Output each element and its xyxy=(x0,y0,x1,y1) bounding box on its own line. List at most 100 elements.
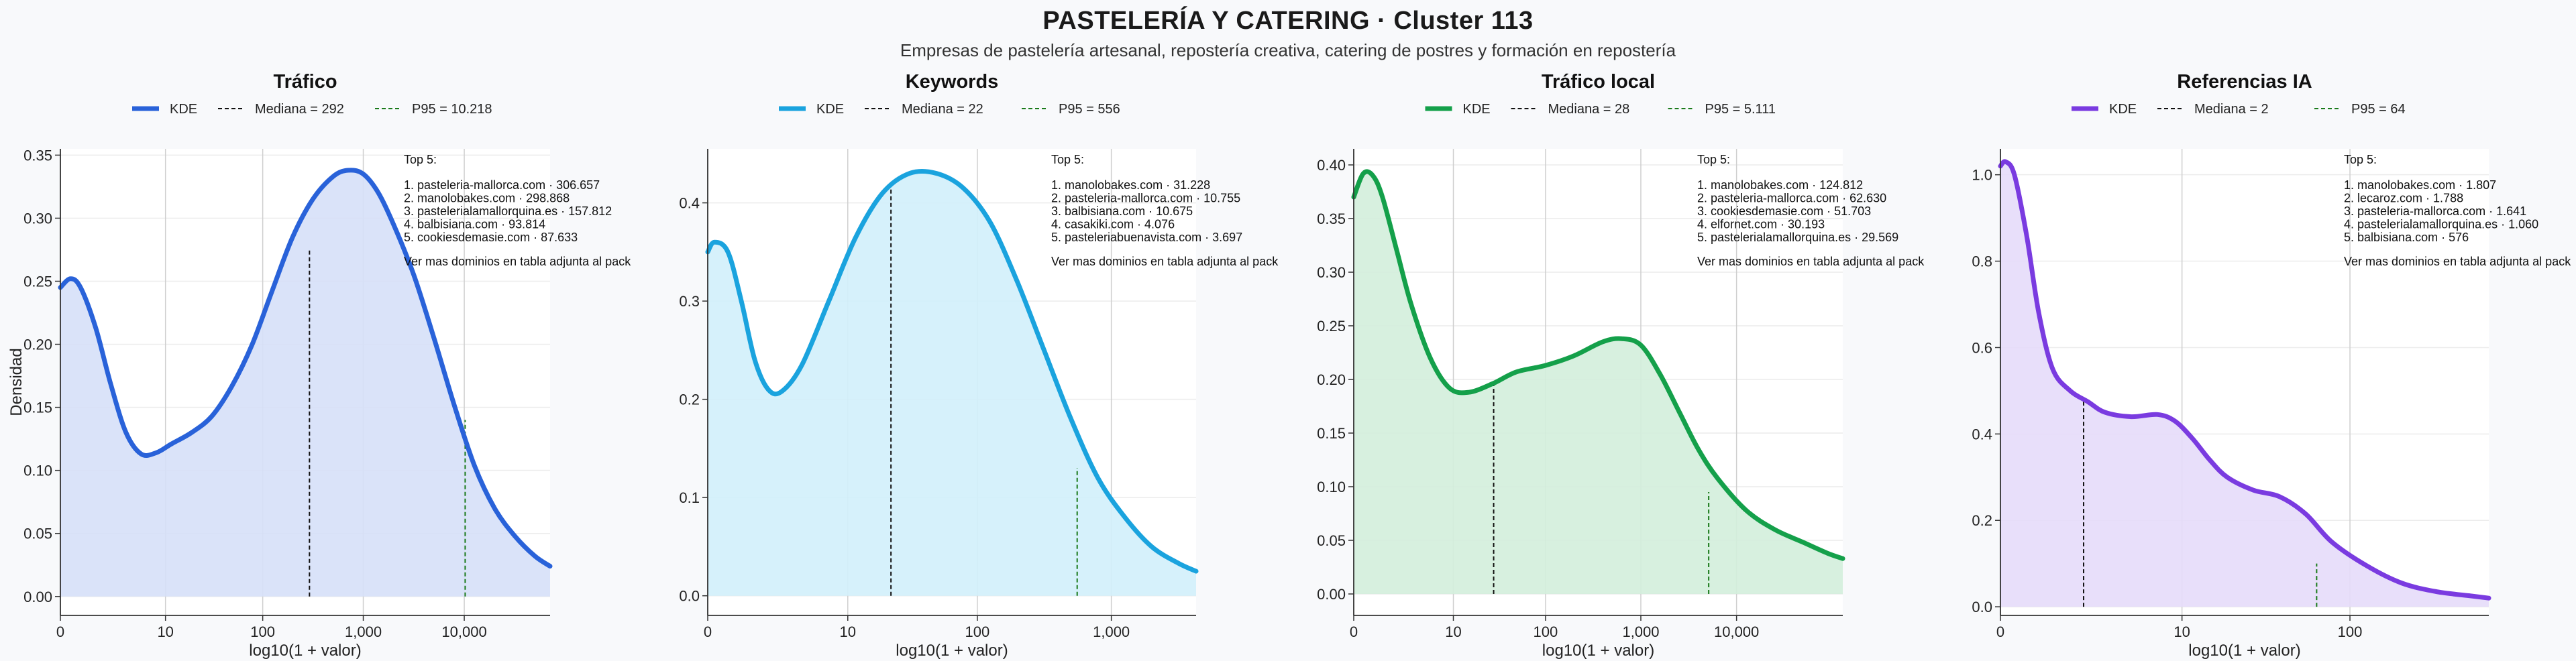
legend-kde-label: KDE xyxy=(170,102,197,117)
legend-p95-label: P95 = 64 xyxy=(2351,102,2406,117)
y-tick-label: 0.05 xyxy=(1317,532,1346,549)
annotation-line: 5. pastelerialamallorquina.es · 29.569 xyxy=(1697,231,1898,244)
y-tick-label: 0.25 xyxy=(1317,318,1346,335)
legend-median-label: Mediana = 292 xyxy=(255,102,344,117)
x-tick-label: 1,000 xyxy=(345,623,382,640)
x-tick-label: 10,000 xyxy=(441,623,486,640)
annotation-footer: Ver mas dominios en tabla adjunta al pac… xyxy=(2344,255,2571,268)
y-tick-label: 0.6 xyxy=(1972,339,1992,356)
y-tick-label: 0.8 xyxy=(1972,253,1992,270)
annotation-footer: Ver mas dominios en tabla adjunta al pac… xyxy=(404,255,631,268)
x-tick-label: 1,000 xyxy=(1622,623,1659,640)
y-tick-label: 0.3 xyxy=(679,293,700,310)
annotation-line: 3. balbisiana.com · 10.675 xyxy=(1051,204,1193,218)
kde-line xyxy=(1351,169,1845,561)
annotation-line: 1. manolobakes.com · 31.228 xyxy=(1051,178,1210,192)
y-tick-label: 0.30 xyxy=(23,210,52,227)
annotation-line: 4. casakiki.com · 4.076 xyxy=(1051,218,1175,231)
y-tick-label: 0.00 xyxy=(23,589,52,605)
y-tick-label: 0.10 xyxy=(23,463,52,479)
kde-area xyxy=(708,171,1196,596)
x-tick-label: 0 xyxy=(704,623,712,640)
annotation-line: 5. cookiesdemasie.com · 87.633 xyxy=(404,231,578,244)
chart-title: Tráfico xyxy=(273,71,337,93)
y-tick-label: 0.2 xyxy=(679,392,700,408)
legend-median-label: Mediana = 28 xyxy=(1548,102,1630,117)
x-tick-label: 10 xyxy=(1445,623,1461,640)
chart-panel-1: 0.00 0.05 0.10 0.15 0.20 0.25 0.30 0.35 0 10 100 1,… xyxy=(7,71,631,660)
kde-line xyxy=(1998,159,2491,601)
chart-title: Tráfico local xyxy=(1542,71,1655,93)
x-axis-label: log10(1 + valor) xyxy=(896,642,1008,660)
annotation-line: 2. manolobakes.com · 298.868 xyxy=(404,192,570,205)
x-tick-label: 100 xyxy=(250,623,275,640)
page-title: PASTELERÍA Y CATERING · Cluster 113 xyxy=(1042,7,1534,35)
y-tick-label: 0.05 xyxy=(23,526,52,542)
annotation-line: 5. balbisiana.com · 576 xyxy=(2344,231,2469,244)
annotation-line: 3. cookiesdemasie.com · 51.703 xyxy=(1697,204,1871,218)
x-axis-label: log10(1 + valor) xyxy=(1542,642,1654,660)
y-tick-label: 0.4 xyxy=(1972,426,1992,442)
x-tick-label: 100 xyxy=(1534,623,1558,640)
annotation-line: 1. manolobakes.com · 124.812 xyxy=(1697,178,1863,192)
x-tick-label: 10 xyxy=(2174,623,2190,640)
y-tick-label: 0.25 xyxy=(23,274,52,290)
legend: KDE Mediana = 292 P95 = 10.218 xyxy=(132,102,492,117)
x-tick-label: 10 xyxy=(840,623,856,640)
annotation-heading: Top 5: xyxy=(1051,153,1084,166)
legend-median-label: Mediana = 2 xyxy=(2194,102,2269,117)
legend-p95-label: P95 = 556 xyxy=(1059,102,1120,117)
annotation-line: 1. manolobakes.com · 1.807 xyxy=(2344,178,2496,192)
annotation-footer: Ver mas dominios en tabla adjunta al pac… xyxy=(1697,255,1925,268)
kde-area xyxy=(2000,161,2489,607)
y-tick-label: 0.15 xyxy=(23,400,52,416)
y-tick-label: 1.0 xyxy=(1972,167,1992,184)
annotation-line: 3. pasteleria-mallorca.com · 1.641 xyxy=(2344,204,2526,218)
x-tick-label: 0 xyxy=(56,623,64,640)
x-tick-label: 0 xyxy=(1350,623,1358,640)
kde-area xyxy=(60,170,550,597)
chart-title: Keywords xyxy=(906,71,999,93)
x-tick-label: 100 xyxy=(2338,623,2363,640)
y-tick-label: 0.30 xyxy=(1317,264,1346,281)
legend: KDE Mediana = 22 P95 = 556 xyxy=(779,102,1120,117)
annotation-footer: Ver mas dominios en tabla adjunta al pac… xyxy=(1051,255,1279,268)
y-axis-label: Densidad xyxy=(7,348,25,416)
y-tick-label: 0.00 xyxy=(1317,586,1346,603)
chart-panel-3: 0.00 0.05 0.10 0.15 0.20 0.25 0.30 0.35 0.40 0 10 1… xyxy=(1317,71,1925,660)
legend-median-label: Mediana = 22 xyxy=(902,102,983,117)
annotation-line: 4. pastelerialamallorquina.es · 1.060 xyxy=(2344,218,2538,231)
page-subtitle: Empresas de pastelería artesanal, repost… xyxy=(900,40,1676,60)
annotation-line: 2. lecaroz.com · 1.788 xyxy=(2344,192,2463,205)
annotation-heading: Top 5: xyxy=(404,153,437,166)
annotation-line: 5. pasteleriabuenavista.com · 3.697 xyxy=(1051,231,1242,244)
chart-panel-2: 0.0 0.1 0.2 0.3 0.4 0 10 100 1,000 log10(1 + valo… xyxy=(679,71,1279,660)
legend: KDE Mediana = 2 P95 = 64 xyxy=(2072,102,2406,117)
x-tick-label: 100 xyxy=(965,623,990,640)
y-tick-label: 0.1 xyxy=(679,489,700,506)
annotation-line: 3. pastelerialamallorquina.es · 157.812 xyxy=(404,204,612,218)
x-tick-label: 0 xyxy=(1996,623,2004,640)
x-tick-label: 1,000 xyxy=(1093,623,1130,640)
annotation-line: 2. pasteleria-mallorca.com · 62.630 xyxy=(1697,192,1886,205)
y-tick-label: 0.35 xyxy=(1317,211,1346,227)
annotation-heading: Top 5: xyxy=(2344,153,2377,166)
kde-area xyxy=(1354,171,1843,594)
x-tick-label: 10 xyxy=(157,623,173,640)
legend-kde-label: KDE xyxy=(1463,102,1491,117)
legend: KDE Mediana = 28 P95 = 5.111 xyxy=(1425,102,1776,117)
chart-header: PASTELERÍA Y CATERING · Cluster 113 Empr… xyxy=(0,5,2576,60)
annotation-line: 2. pasteleria-mallorca.com · 10.755 xyxy=(1051,192,1240,205)
legend-p95-label: P95 = 10.218 xyxy=(412,102,492,117)
annotation-line: 4. balbisiana.com · 93.814 xyxy=(404,218,545,231)
kde-line xyxy=(705,168,1199,574)
legend-kde-label: KDE xyxy=(2109,102,2137,117)
annotation-line: 4. elfornet.com · 30.193 xyxy=(1697,218,1825,231)
annotation-line: 1. pasteleria-mallorca.com · 306.657 xyxy=(404,178,600,192)
legend-p95-label: P95 = 5.111 xyxy=(1705,102,1776,117)
x-axis-label: log10(1 + valor) xyxy=(249,642,361,660)
